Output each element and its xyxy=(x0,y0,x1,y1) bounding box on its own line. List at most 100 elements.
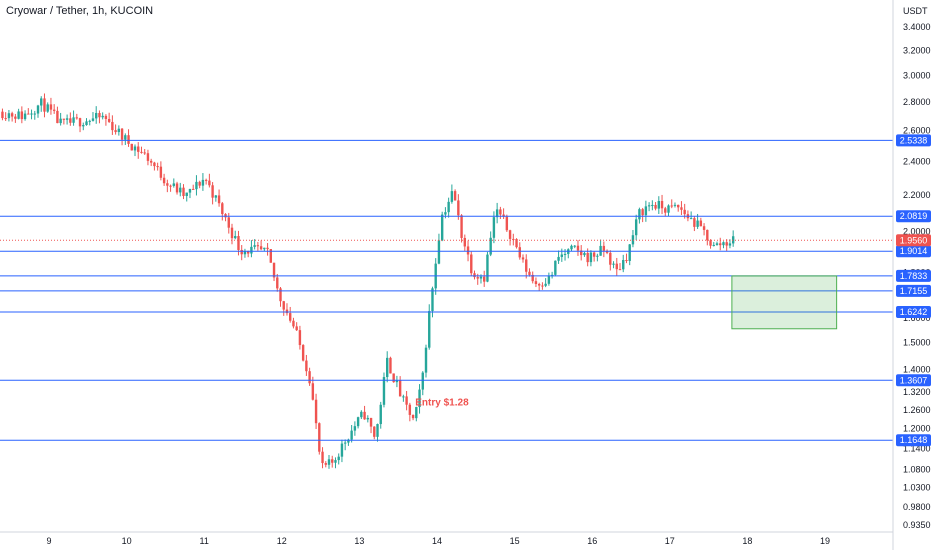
candle-body xyxy=(722,242,725,246)
candle-body xyxy=(314,399,318,424)
level-label: 2.5338 xyxy=(900,135,928,145)
candle-body xyxy=(683,209,686,215)
candle-body xyxy=(140,151,143,153)
candle-body xyxy=(85,121,88,126)
price-tick-label: 0.9350 xyxy=(903,520,931,530)
candle-body xyxy=(696,220,699,227)
candle-body xyxy=(185,192,188,196)
candle-body xyxy=(615,263,618,270)
candle-body xyxy=(211,185,214,198)
candle-body xyxy=(334,460,337,463)
candle-body xyxy=(589,252,593,263)
candle-body xyxy=(470,254,473,274)
candle-body xyxy=(541,285,544,287)
candle-body xyxy=(301,345,305,361)
price-tick-label: 1.4000 xyxy=(903,364,931,374)
candle-body xyxy=(292,320,295,327)
candle-body xyxy=(537,283,541,286)
candle-body xyxy=(618,269,622,271)
candle-body xyxy=(269,249,273,263)
candle-body xyxy=(305,360,308,372)
level-label: 1.7833 xyxy=(900,271,928,281)
candle-body xyxy=(421,372,424,390)
candle-body xyxy=(379,404,382,425)
candle-body xyxy=(78,118,82,127)
candle-body xyxy=(544,283,547,286)
level-label-bg xyxy=(896,284,931,297)
candle-body xyxy=(1,111,4,119)
candle-body xyxy=(463,237,467,247)
candle-body xyxy=(664,208,667,213)
candle-body xyxy=(415,407,418,419)
candle-body xyxy=(56,110,59,124)
time-tick-label: 13 xyxy=(354,536,364,546)
candle-body xyxy=(534,281,538,284)
candle-body xyxy=(179,187,182,193)
price-tick-label: 1.0300 xyxy=(903,483,931,493)
price-tick-label: 3.0000 xyxy=(903,70,931,80)
candle-body xyxy=(499,209,502,215)
price-tick-label: 1.1400 xyxy=(903,444,931,454)
time-tick-label: 10 xyxy=(122,536,132,546)
candle-body xyxy=(137,146,140,152)
time-axis[interactable]: 9 10 11 12 13 14 15 16 17 18 19 xyxy=(46,536,830,546)
chart-title: Cryowar / Tether, 1h, KUCOIN xyxy=(6,5,153,17)
candle-body xyxy=(46,104,49,112)
candle-body xyxy=(295,326,298,331)
level-label: 1.3607 xyxy=(900,375,928,385)
entry-annotation: Entry $1.28 xyxy=(415,397,469,408)
candle-body xyxy=(418,389,421,408)
price-tick-label: 3.2000 xyxy=(903,45,931,55)
price-tick-label: 2.8000 xyxy=(903,97,931,107)
candle-body xyxy=(570,245,573,250)
candle-body xyxy=(217,195,221,204)
current-price-label: 1.9560 xyxy=(900,235,928,245)
candle-body xyxy=(702,226,706,230)
candle-body xyxy=(583,252,586,256)
candle-body xyxy=(382,377,386,405)
candle-body xyxy=(331,459,334,463)
time-tick-label: 14 xyxy=(432,536,442,546)
level-label: 1.9014 xyxy=(900,246,928,256)
candle-body xyxy=(172,183,176,186)
candle-body xyxy=(159,166,163,178)
candle-body xyxy=(709,240,712,246)
candle-body xyxy=(324,463,327,465)
level-label-bg xyxy=(896,434,931,447)
candle-body xyxy=(660,200,664,209)
candle-body xyxy=(512,238,515,240)
candle-body xyxy=(259,246,263,250)
candle-body xyxy=(353,426,357,431)
candle-body xyxy=(7,113,11,119)
candle-body xyxy=(104,115,108,119)
candle-body xyxy=(402,396,405,398)
target-zone-box[interactable] xyxy=(731,275,838,330)
candle-body xyxy=(389,357,392,374)
candle-body xyxy=(130,143,133,151)
candle-body xyxy=(444,212,447,215)
candle-body xyxy=(198,181,201,186)
candle-body xyxy=(347,439,350,443)
candle-body xyxy=(518,247,521,258)
candle-body xyxy=(641,209,644,216)
candle-body xyxy=(612,263,615,265)
candle-body xyxy=(117,128,121,133)
candle-body xyxy=(272,262,276,278)
candle-body xyxy=(43,98,46,112)
current-price-tag-bg xyxy=(896,234,931,247)
time-tick-label: 18 xyxy=(742,536,752,546)
candle-body xyxy=(693,218,696,227)
candle-body xyxy=(719,243,722,246)
candle-body xyxy=(483,276,486,282)
candle-body xyxy=(592,252,596,257)
candle-body xyxy=(554,260,557,275)
price-tick-label: 2.4000 xyxy=(903,156,931,166)
candle-body xyxy=(65,118,69,120)
candle-body xyxy=(289,313,292,321)
candle-body xyxy=(124,135,127,140)
candle-body xyxy=(201,179,205,186)
candle-body xyxy=(405,396,408,405)
candle-body xyxy=(447,201,450,213)
candle-body xyxy=(156,166,159,168)
